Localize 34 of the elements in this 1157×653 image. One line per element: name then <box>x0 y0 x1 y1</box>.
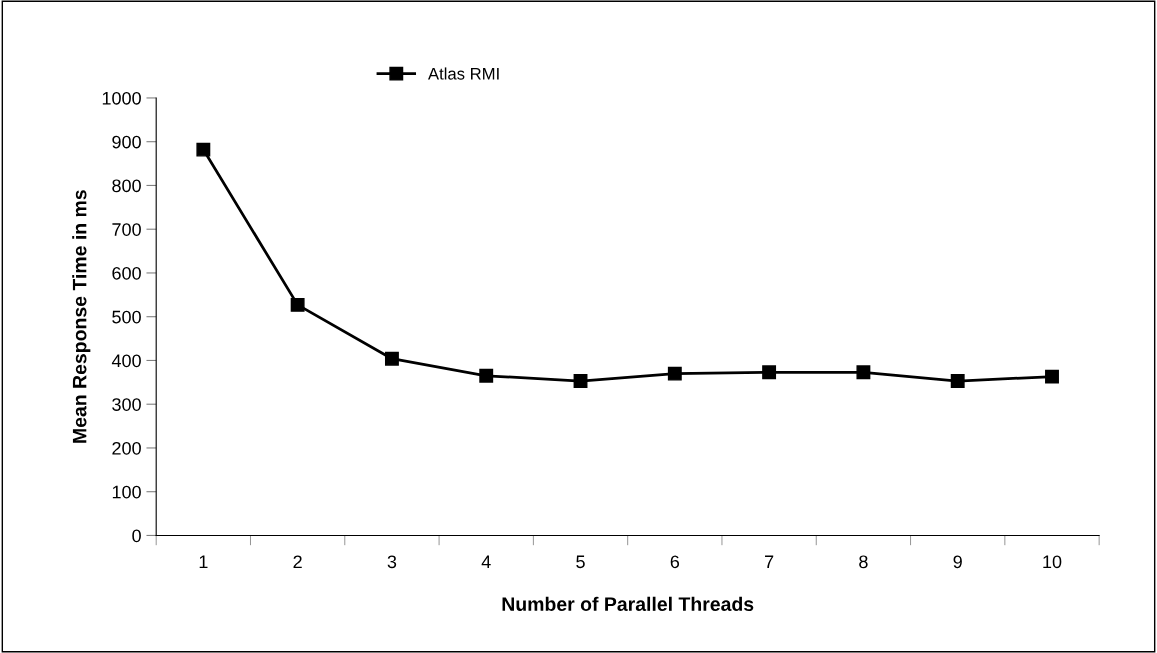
point <box>290 297 305 312</box>
y-tick-label: 100 <box>112 485 141 499</box>
point <box>667 366 682 381</box>
x-tick-label: 7 <box>765 555 774 568</box>
x-tick-label: 3 <box>387 555 397 569</box>
x-axis-title: Number of Parallel Threads <box>502 596 754 612</box>
point <box>573 374 588 388</box>
point <box>762 365 777 380</box>
y-tick-label: 1000 <box>102 91 141 105</box>
y-tick-label: 0 <box>132 529 141 543</box>
x-tick-label: 8 <box>859 555 868 569</box>
y-tick-label: 500 <box>112 310 141 324</box>
y-tick-label: 600 <box>112 266 141 280</box>
x-tick-label: 4 <box>481 555 491 568</box>
x-tick-label: 1 <box>199 555 208 568</box>
y-tick-label: 300 <box>112 398 141 411</box>
point <box>950 374 965 388</box>
y-tick-label: 200 <box>112 441 141 455</box>
x-tick-label: 9 <box>953 555 962 569</box>
y-axis-title: Mean Response Time in ms <box>72 190 91 443</box>
x-tick-label: 10 <box>1043 555 1062 569</box>
legend-label: Atlas RMI <box>428 67 499 80</box>
x-tick-label: 6 <box>670 555 680 569</box>
y-tick-label: 700 <box>112 223 141 236</box>
y-tick-label: 900 <box>112 135 141 149</box>
point <box>856 365 871 380</box>
point <box>479 368 494 383</box>
y-tick-label: 400 <box>111 354 141 368</box>
x-tick-label: 2 <box>293 555 302 568</box>
x-tick-label: 5 <box>576 555 585 569</box>
point <box>384 351 399 366</box>
y-tick-label: 800 <box>112 179 141 193</box>
point <box>1045 369 1059 384</box>
point <box>196 142 211 157</box>
